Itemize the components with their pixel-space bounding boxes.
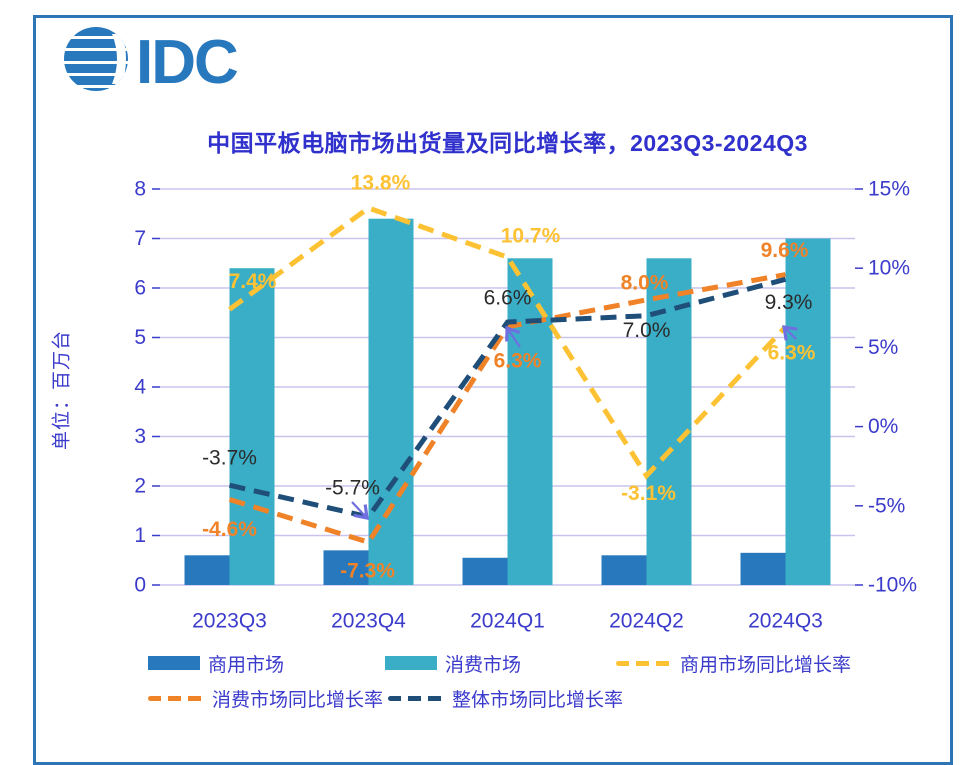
legend-label-commercial-growth: 商用市场同比增长率 xyxy=(680,654,852,676)
legend-swatch-consumer xyxy=(385,656,437,670)
svg-text:-3.1%: -3.1% xyxy=(621,482,676,505)
legend-swatch-commercial-growth xyxy=(616,660,672,666)
legend-label-commercial: 商用市场 xyxy=(208,654,285,676)
svg-text:-5%: -5% xyxy=(868,494,905,517)
legend-item-commercial-growth: 商用市场同比增长率 xyxy=(616,653,851,676)
bar-commercial-2024Q3 xyxy=(740,552,786,585)
svg-text:8.0%: 8.0% xyxy=(621,271,669,294)
legend-label-overall-growth: 整体市场同比增长率 xyxy=(452,689,624,711)
line-commercial-growth xyxy=(228,205,788,480)
svg-text:13.8%: 13.8% xyxy=(351,172,411,195)
svg-text:9.6%: 9.6% xyxy=(761,239,809,262)
svg-text:4: 4 xyxy=(134,376,146,399)
left-axis-labels: 0 1 2 3 4 5 6 7 8 xyxy=(134,178,146,597)
idc-logo-text: IDC xyxy=(136,28,238,94)
svg-text:7: 7 xyxy=(134,227,146,250)
idc-logo: IDC xyxy=(64,27,240,94)
legend-swatch-overall-growth xyxy=(388,695,444,701)
data-labels-overall-growth: -3.7% -5.7% 6.6% 7.0% 9.3% xyxy=(202,287,812,500)
svg-text:8: 8 xyxy=(134,178,146,201)
bar-consumer-2023Q3 xyxy=(229,268,275,585)
bar-consumer-2023Q4 xyxy=(368,218,414,585)
bar-commercial-2024Q1 xyxy=(462,557,508,585)
data-labels-consumer-growth: -4.6% -7.3% 6.3% 8.0% 9.6% xyxy=(202,239,809,583)
svg-text:9.3%: 9.3% xyxy=(765,291,813,314)
svg-text:2024Q1: 2024Q1 xyxy=(470,610,545,633)
legend-swatch-consumer-growth xyxy=(148,695,204,701)
bars-commercial xyxy=(184,550,786,585)
svg-text:5: 5 xyxy=(134,326,146,349)
svg-text:2023Q3: 2023Q3 xyxy=(192,610,267,633)
bar-consumer-2024Q3 xyxy=(785,238,831,585)
svg-text:-4.6%: -4.6% xyxy=(202,518,257,541)
svg-text:0: 0 xyxy=(134,574,146,597)
legend-label-consumer-growth: 消费市场同比增长率 xyxy=(212,689,384,711)
svg-text:7.0%: 7.0% xyxy=(623,319,671,342)
svg-text:-5.7%: -5.7% xyxy=(325,476,380,499)
data-labels-commercial-growth: 7.4% 13.8% 10.7% -3.1% 6.3% xyxy=(229,172,816,506)
svg-text:5%: 5% xyxy=(868,336,898,359)
svg-text:-3.7%: -3.7% xyxy=(202,447,257,470)
svg-text:0%: 0% xyxy=(868,415,898,438)
svg-text:-10%: -10% xyxy=(868,574,917,597)
bar-commercial-2023Q4 xyxy=(323,550,369,585)
idc-globe-icon xyxy=(64,27,128,91)
bar-commercial-2024Q2 xyxy=(601,555,647,585)
legend-item-consumer-growth: 消费市场同比增长率 xyxy=(148,688,383,711)
svg-text:2024Q3: 2024Q3 xyxy=(748,610,823,633)
svg-text:10%: 10% xyxy=(868,257,910,280)
svg-text:6: 6 xyxy=(134,277,146,300)
svg-text:6.6%: 6.6% xyxy=(484,287,532,310)
legend-swatch-commercial xyxy=(148,656,200,670)
x-axis-labels: 2023Q3 2023Q4 2024Q1 2024Q2 2024Q3 xyxy=(192,610,823,633)
right-axis-labels: 15% 10% 5% 0% -5% -10% xyxy=(868,178,917,597)
svg-text:3: 3 xyxy=(134,425,146,448)
svg-text:10.7%: 10.7% xyxy=(501,225,561,248)
svg-text:15%: 15% xyxy=(868,178,910,201)
svg-text:7.4%: 7.4% xyxy=(229,270,277,293)
line-overall-growth xyxy=(228,276,787,520)
legend-item-overall-growth: 整体市场同比增长率 xyxy=(388,688,623,711)
svg-text:2024Q2: 2024Q2 xyxy=(609,610,684,633)
bars-consumer xyxy=(229,218,831,585)
chart-title: 中国平板电脑市场出货量及同比增长率，2023Q3-2024Q3 xyxy=(207,130,808,156)
svg-text:2: 2 xyxy=(134,475,146,498)
legend-label-consumer: 消费市场 xyxy=(445,654,522,676)
legend-item-consumer: 消费市场 xyxy=(385,653,521,676)
svg-text:6.3%: 6.3% xyxy=(494,349,542,372)
svg-text:6.3%: 6.3% xyxy=(768,341,816,364)
svg-text:2023Q4: 2023Q4 xyxy=(331,610,406,633)
legend-item-commercial: 商用市场 xyxy=(148,653,284,676)
bar-commercial-2023Q3 xyxy=(184,555,230,585)
annotation-arrows xyxy=(351,325,798,520)
svg-text:-7.3%: -7.3% xyxy=(340,560,395,583)
svg-text:1: 1 xyxy=(134,524,146,547)
